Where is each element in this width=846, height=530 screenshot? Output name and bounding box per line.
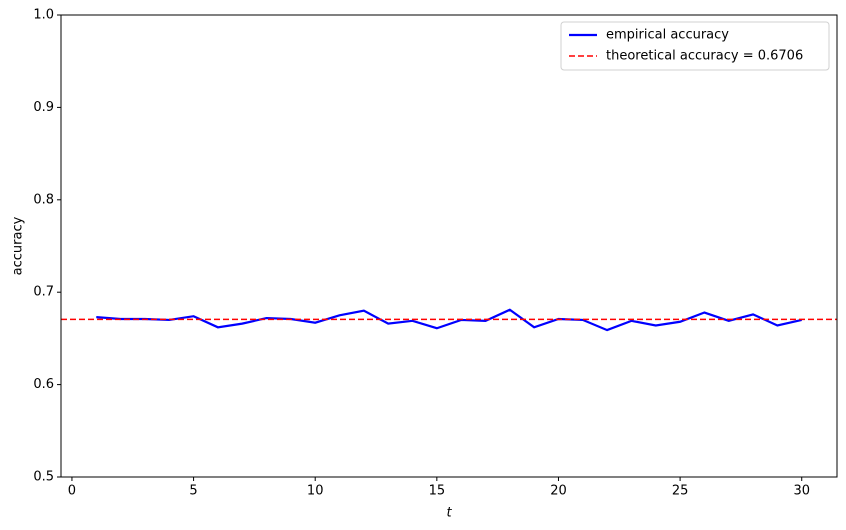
y-tick-label: 0.7 xyxy=(33,285,54,300)
y-tick-label: 0.9 xyxy=(33,100,54,115)
y-tick-label: 0.8 xyxy=(33,192,54,207)
x-tick-label: 0 xyxy=(68,484,76,499)
x-tick-label: 30 xyxy=(793,484,810,499)
x-tick-label: 20 xyxy=(550,484,567,499)
y-tick-label: 0.6 xyxy=(33,377,54,392)
y-tick-label: 1.0 xyxy=(33,8,54,23)
legend-label: empirical accuracy xyxy=(606,28,729,43)
plot-frame xyxy=(60,14,838,478)
y-tick-label: 0.5 xyxy=(33,470,54,485)
x-tick-label: 10 xyxy=(307,484,324,499)
x-tick-label: 25 xyxy=(672,484,689,499)
x-tick-label: 15 xyxy=(429,484,446,499)
y-axis-label: accuracy xyxy=(11,216,26,275)
x-tick-label: 5 xyxy=(189,484,197,499)
legend-label: theoretical accuracy = 0.6706 xyxy=(606,49,803,64)
legend-box xyxy=(560,21,830,71)
x-axis-label: t xyxy=(446,506,452,521)
line xyxy=(96,308,802,332)
